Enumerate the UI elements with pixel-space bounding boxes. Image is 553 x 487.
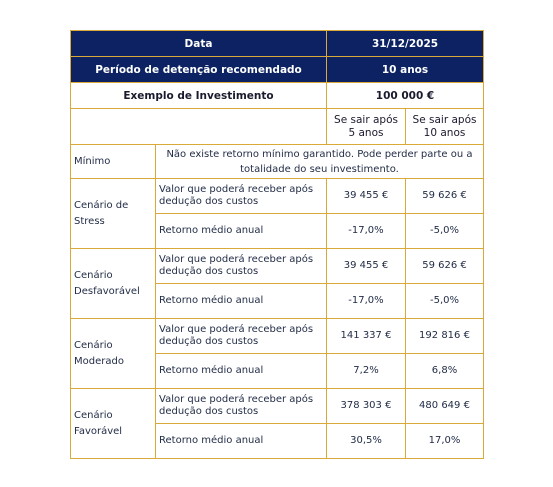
scenario-name-line2: Moderado <box>74 355 124 367</box>
scenario-name-line2: Favorável <box>74 425 123 437</box>
scenario-unfavourable-return-row: Retorno médio anual -17,0% -5,0% <box>71 283 484 319</box>
retorno-10-years: 17,0% <box>405 423 484 459</box>
scenario-moderate-label: Cenário Moderado <box>70 318 156 389</box>
scenario-favourable-value-row: Cenário Favorável Valor que poderá receb… <box>70 388 484 459</box>
col-10-years-line1: Se sair após <box>412 113 477 126</box>
holding-period-value: 10 anos <box>326 56 484 83</box>
investment-row: Exemplo de Investimento 100 000 € <box>70 82 484 109</box>
valor-5-years: 39 455 € <box>326 178 406 214</box>
valor-5-years: 141 337 € <box>326 318 406 354</box>
valor-10-years: 59 626 € <box>405 178 484 214</box>
scenario-favourable-return-row: Retorno médio anual 30,5% 17,0% <box>71 423 484 459</box>
investment-label: Exemplo de Investimento <box>70 82 327 109</box>
valor-label: Valor que poderá receber após dedução do… <box>155 178 327 214</box>
retorno-10-years: -5,0% <box>405 283 484 319</box>
valor-label-line1: Valor que poderá receber após <box>159 324 314 335</box>
scenario-stress-label: Cenário de Stress <box>70 178 156 249</box>
scenario-name-line2: Desfavorável <box>74 285 140 297</box>
investment-value: 100 000 € <box>326 82 484 109</box>
valor-label-line2: dedução dos custos <box>159 336 259 347</box>
retorno-5-years: 7,2% <box>326 353 406 389</box>
scenario-stress-return-row: Retorno médio anual -17,0% -5,0% <box>71 213 484 249</box>
col-5-years-line2: 5 anos <box>348 126 384 139</box>
minimum-notice-line1: Não existe retorno mínimo garantido. Pod… <box>166 148 473 160</box>
valor-label-line1: Valor que poderá receber após <box>159 184 314 195</box>
minimum-row: Mínimo Não existe retorno mínimo garanti… <box>70 144 484 179</box>
valor-label-line2: dedução dos custos <box>159 406 259 417</box>
scenario-stress-value-row: Cenário de Stress Valor que poderá receb… <box>70 178 484 249</box>
scenario-unfavourable-label: Cenário Desfavorável <box>70 248 156 319</box>
valor-10-years: 192 816 € <box>405 318 484 354</box>
retorno-label: Retorno médio anual <box>155 353 327 389</box>
minimum-notice: Não existe retorno mínimo garantido. Pod… <box>155 144 484 179</box>
valor-label-line2: dedução dos custos <box>159 196 259 207</box>
retorno-10-years: 6,8% <box>405 353 484 389</box>
column-header-blank <box>70 108 327 145</box>
valor-5-years: 378 303 € <box>326 388 406 424</box>
scenario-name-line1: Cenário <box>74 409 113 421</box>
scenario-moderate-value-row: Cenário Moderado Valor que poderá recebe… <box>70 318 484 389</box>
scenario-name-line1: Cenário <box>74 339 113 351</box>
retorno-5-years: 30,5% <box>326 423 406 459</box>
scenario-unfavourable-value-row: Cenário Desfavorável Valor que poderá re… <box>70 248 484 319</box>
col-5-years-line1: Se sair após <box>334 113 398 126</box>
valor-label-line1: Valor que poderá receber após <box>159 254 314 265</box>
retorno-5-years: -17,0% <box>326 213 406 249</box>
valor-label-line1: Valor que poderá receber após <box>159 394 314 405</box>
performance-scenarios-table: Data 31/12/2025 Período de detenção reco… <box>70 30 484 459</box>
date-row: Data 31/12/2025 <box>70 30 484 57</box>
col-10-years-line2: 10 anos <box>423 126 466 139</box>
holding-period-label: Período de detenção recomendado <box>70 56 327 83</box>
valor-5-years: 39 455 € <box>326 248 406 284</box>
date-value: 31/12/2025 <box>326 30 484 57</box>
valor-label-line2: dedução dos custos <box>159 266 259 277</box>
valor-10-years: 59 626 € <box>405 248 484 284</box>
col-5-years-header: Se sair após 5 anos <box>326 108 406 145</box>
scenario-name-line1: Cenário de <box>74 199 129 211</box>
holding-period-row: Período de detenção recomendado 10 anos <box>70 56 484 83</box>
retorno-5-years: -17,0% <box>326 283 406 319</box>
column-header-row: Se sair após 5 anos Se sair após 10 anos <box>70 108 484 145</box>
retorno-10-years: -5,0% <box>405 213 484 249</box>
valor-10-years: 480 649 € <box>405 388 484 424</box>
col-10-years-header: Se sair após 10 anos <box>405 108 484 145</box>
minimum-label: Mínimo <box>70 144 156 179</box>
scenario-favourable-label: Cenário Favorável <box>70 388 156 459</box>
minimum-notice-line2: totalidade do seu investimento. <box>240 163 399 175</box>
valor-label: Valor que poderá receber após dedução do… <box>155 248 327 284</box>
retorno-label: Retorno médio anual <box>155 423 327 459</box>
valor-label: Valor que poderá receber após dedução do… <box>155 318 327 354</box>
retorno-label: Retorno médio anual <box>155 213 327 249</box>
valor-label: Valor que poderá receber após dedução do… <box>155 388 327 424</box>
retorno-label: Retorno médio anual <box>155 283 327 319</box>
scenario-name-line1: Cenário <box>74 269 113 281</box>
scenario-name-line2: Stress <box>74 215 105 227</box>
date-label: Data <box>70 30 327 57</box>
